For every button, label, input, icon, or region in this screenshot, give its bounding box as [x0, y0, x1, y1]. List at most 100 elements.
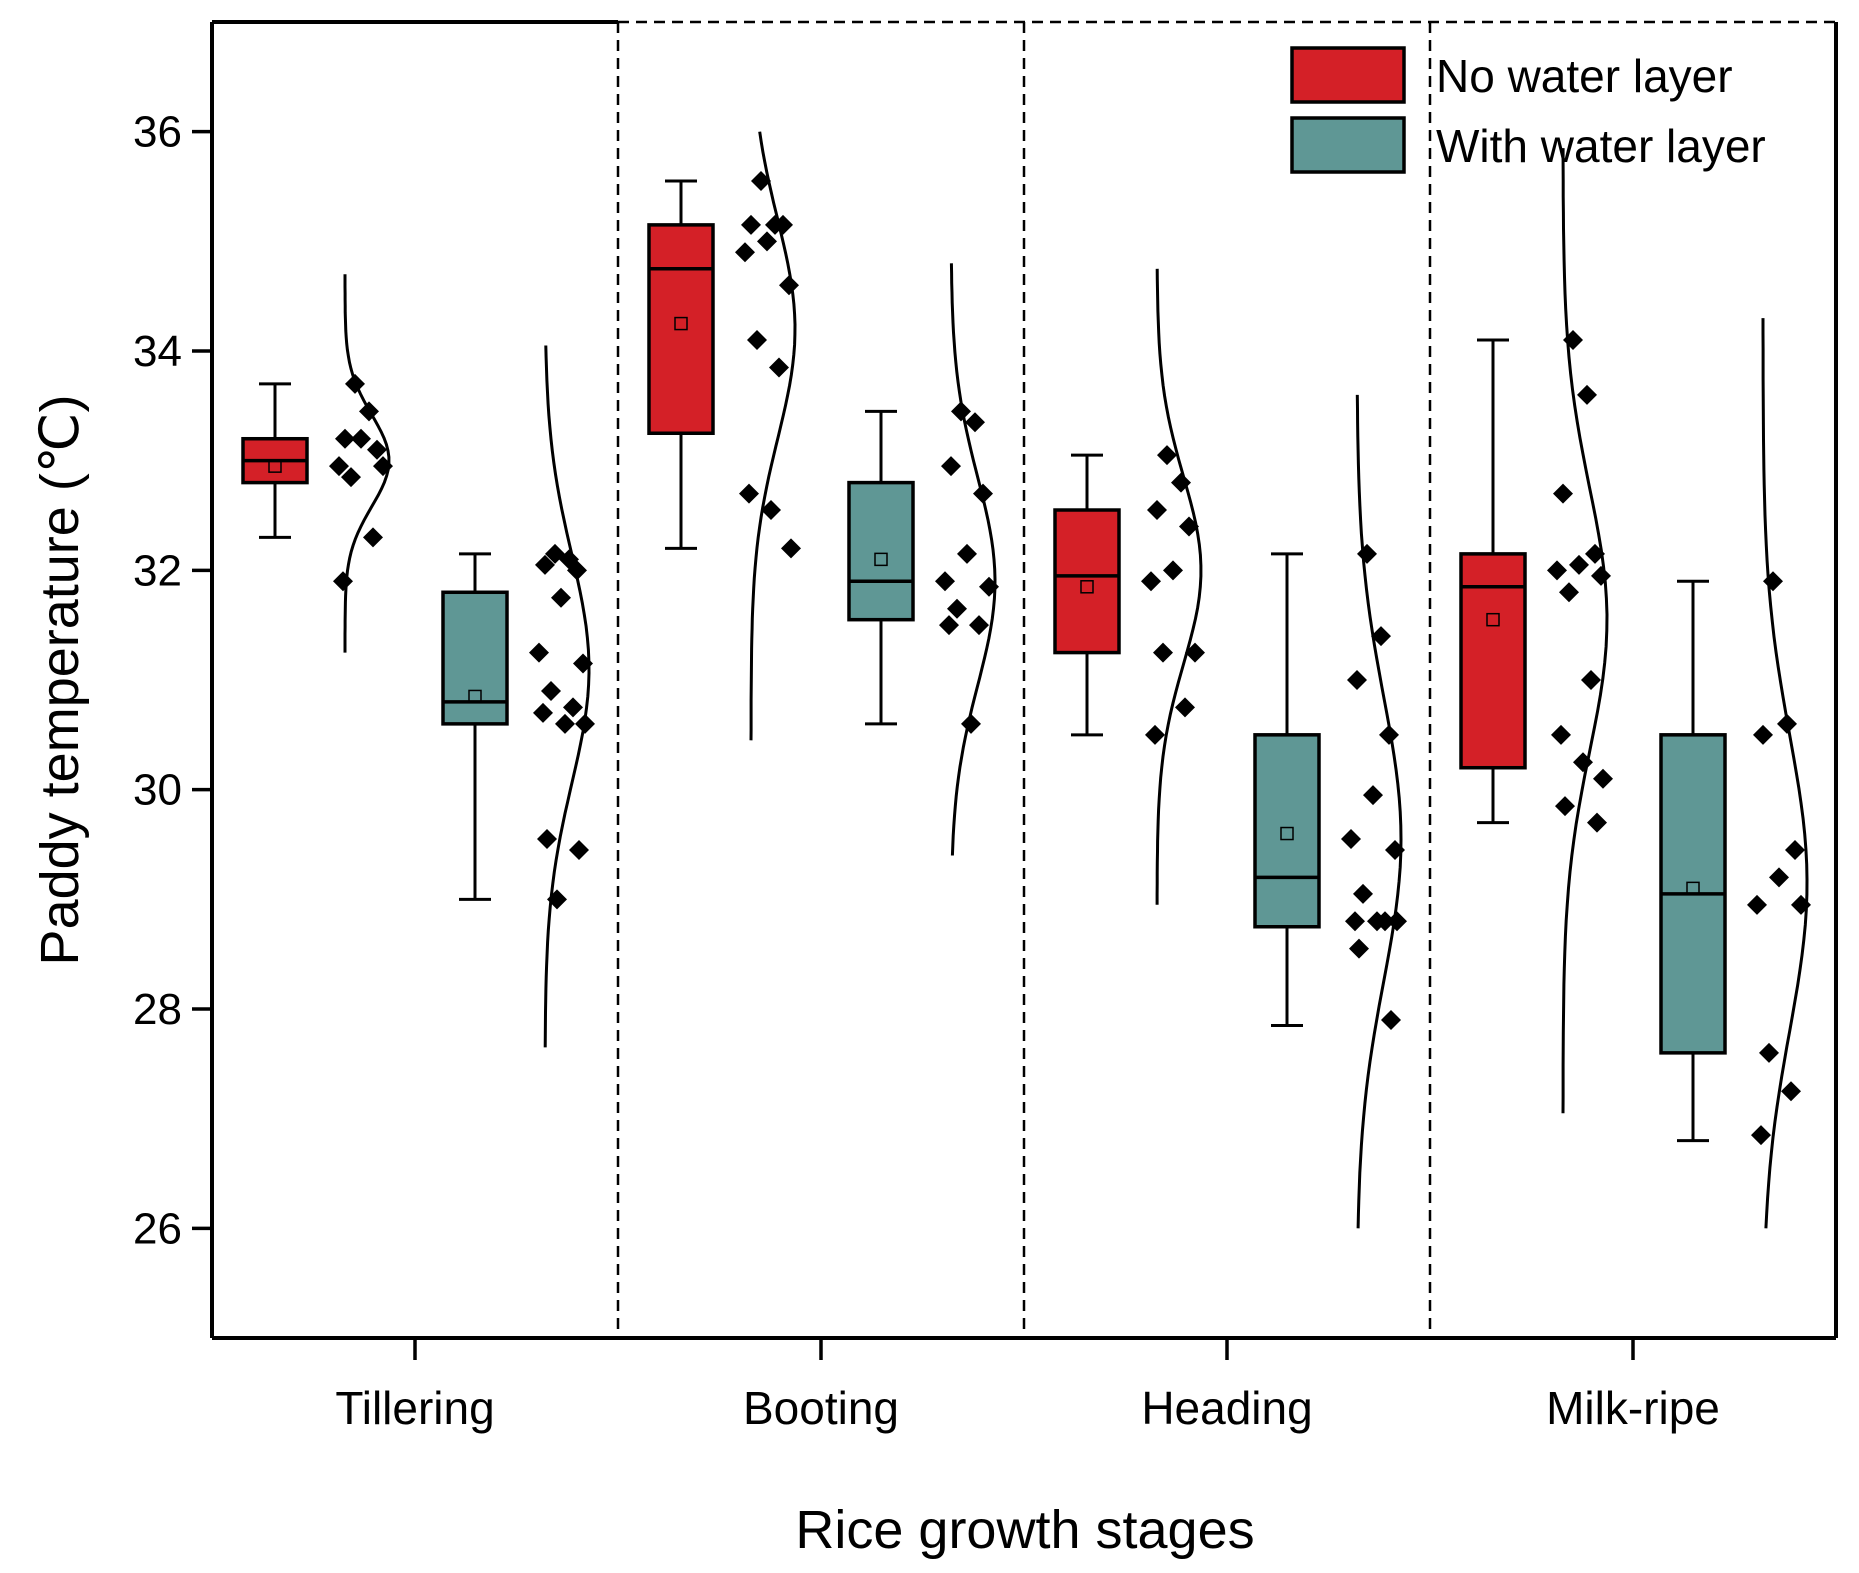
mean-marker	[874, 552, 888, 567]
data-point	[1185, 642, 1205, 663]
data-point	[1157, 445, 1177, 466]
data-point	[541, 680, 561, 701]
data-point	[965, 412, 985, 433]
data-point	[1769, 867, 1789, 888]
data-point	[1387, 911, 1407, 932]
box-milk-ripe-with-water	[1659, 318, 1811, 1229]
data-point	[947, 598, 967, 619]
density-curve	[343, 274, 391, 653]
data-point	[751, 171, 771, 192]
legend-label: No water layer	[1436, 50, 1733, 102]
data-point	[757, 231, 777, 252]
data-point	[951, 401, 971, 422]
data-point	[341, 467, 361, 488]
data-point	[567, 560, 587, 581]
x-axis-title: Rice growth stages	[795, 1500, 1254, 1560]
x-tick-label: Tillering	[335, 1382, 494, 1434]
data-point	[533, 702, 553, 723]
y-tick-label: 34	[133, 327, 182, 376]
y-axis-title: Paddy temperature (℃)	[30, 395, 90, 966]
mean-marker	[1486, 612, 1500, 627]
data-point	[735, 242, 755, 263]
data-point	[781, 538, 801, 559]
box-booting-no-water	[647, 131, 801, 741]
data-point	[1371, 626, 1391, 647]
data-point	[1353, 883, 1373, 904]
box-heading-with-water	[1253, 394, 1407, 1229]
data-point	[1347, 670, 1367, 690]
x-tick-label: Milk-ripe	[1546, 1382, 1720, 1434]
data-point	[941, 456, 961, 477]
density-curve	[1155, 268, 1203, 905]
legend: No water layer With water layer	[1290, 46, 1766, 174]
mean-marker	[1686, 881, 1700, 896]
legend-label: With water layer	[1436, 120, 1766, 172]
data-point	[1163, 560, 1183, 581]
box-milk-ripe-no-water	[1459, 148, 1613, 1114]
data-point	[1357, 543, 1377, 564]
data-point	[537, 829, 557, 850]
density-curve	[1561, 148, 1609, 1114]
data-point	[1781, 1081, 1801, 1102]
y-tick-label: 32	[133, 546, 182, 595]
data-point	[1587, 812, 1607, 833]
density-curve	[1355, 394, 1403, 1229]
data-point	[367, 439, 387, 460]
data-point	[1569, 554, 1589, 575]
box-heading-no-water	[1053, 268, 1205, 905]
data-point	[1147, 500, 1167, 521]
data-point	[1577, 384, 1597, 405]
data-point	[779, 275, 799, 296]
data-point	[761, 500, 781, 521]
y-tick-label: 30	[133, 766, 182, 815]
data-point	[1349, 938, 1369, 959]
data-point	[329, 456, 349, 477]
data-point	[1559, 582, 1579, 603]
data-point	[1381, 1009, 1401, 1030]
data-point	[1593, 768, 1613, 789]
legend-item-with-water: With water layer	[1290, 116, 1766, 174]
y-tick-label: 36	[133, 108, 182, 157]
data-point	[1753, 724, 1773, 745]
data-point	[563, 697, 583, 718]
data-point	[1581, 670, 1601, 690]
data-point	[769, 357, 789, 378]
data-point	[1341, 829, 1361, 850]
data-point	[1763, 571, 1783, 592]
y-tick-label: 26	[133, 1204, 182, 1253]
plot-area	[241, 20, 1836, 1338]
box-booting-with-water	[847, 263, 999, 856]
data-point	[1145, 724, 1165, 745]
box-iqr	[1253, 733, 1321, 929]
data-point	[555, 713, 575, 734]
density-curve	[949, 263, 997, 856]
legend-swatch	[1290, 46, 1406, 104]
box-iqr	[1459, 552, 1527, 770]
data-point	[1345, 911, 1365, 932]
axes: 26 28 30 32 34 36 Tillering Booting Heading Milk-…	[133, 20, 1838, 1434]
data-point	[333, 571, 353, 592]
density-curve	[1761, 318, 1809, 1229]
data-point	[1747, 894, 1767, 915]
data-point	[1591, 565, 1611, 586]
data-point	[739, 483, 759, 504]
mean-marker	[268, 459, 282, 473]
data-point	[535, 554, 555, 575]
data-point	[1751, 1125, 1771, 1146]
data-point	[741, 214, 761, 235]
data-point	[969, 615, 989, 636]
legend-swatch	[1290, 116, 1406, 174]
box-iqr	[847, 480, 915, 622]
box-tillering-with-water	[441, 345, 595, 1048]
data-point	[1379, 724, 1399, 745]
x-tick-label: Booting	[743, 1382, 899, 1434]
data-point	[1553, 483, 1573, 504]
data-point	[351, 428, 371, 449]
mean-marker	[468, 689, 482, 704]
data-point	[1363, 785, 1383, 806]
legend-item-no-water: No water layer	[1290, 46, 1733, 104]
data-point	[1759, 1042, 1779, 1063]
x-tick-label: Heading	[1141, 1382, 1312, 1434]
data-point	[1551, 724, 1571, 745]
